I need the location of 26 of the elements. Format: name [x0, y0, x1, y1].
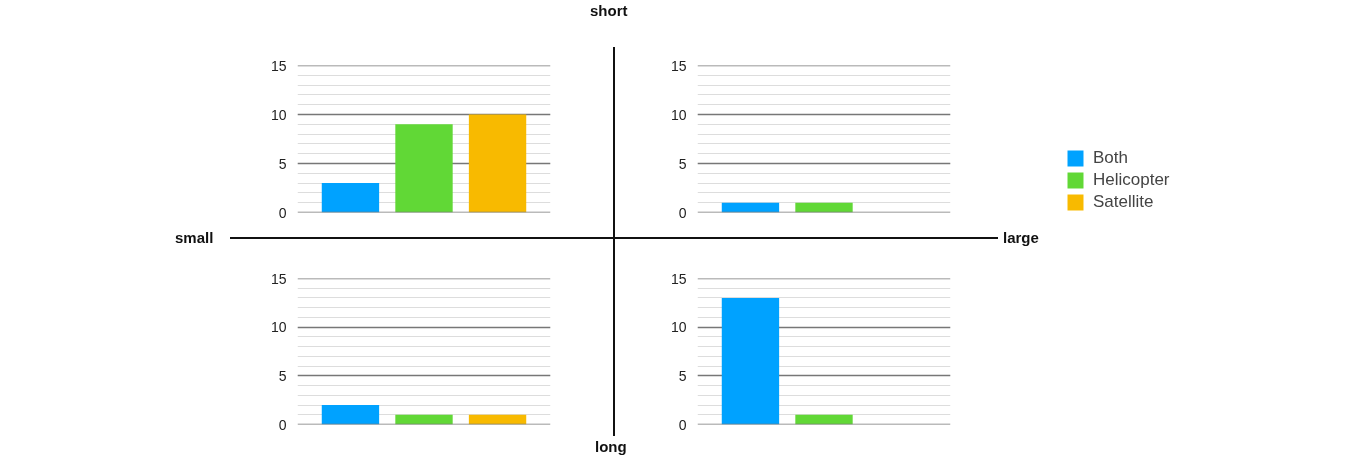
- y-tick-label: 10: [270, 319, 287, 336]
- y-tick-label: 10: [670, 319, 687, 336]
- y-tick-label: 0: [278, 204, 287, 221]
- y-tick-label: 0: [278, 416, 287, 433]
- legend-label: Both: [1093, 148, 1128, 168]
- bar: [468, 114, 527, 213]
- y-tick-label: 15: [670, 270, 687, 287]
- text: short: [590, 1, 628, 21]
- y-tick-label: 5: [278, 367, 287, 384]
- text: large: [1003, 228, 1039, 248]
- y-tick-label: 0: [678, 416, 687, 433]
- y-tick-label: 15: [270, 270, 287, 287]
- y-tick-label: 0: [678, 204, 687, 221]
- y-tick-label: 5: [678, 155, 687, 172]
- text: long: [595, 437, 627, 457]
- y-tick-label: 5: [678, 367, 687, 384]
- text: small: [175, 228, 214, 248]
- bar: [321, 183, 380, 213]
- y-tick-label: 10: [670, 106, 687, 123]
- bar: [395, 124, 453, 213]
- y-tick-label: 15: [270, 57, 287, 74]
- y-tick-label: 15: [670, 57, 687, 74]
- legend-label: Helicopter: [1093, 170, 1170, 190]
- y-tick-label: 5: [278, 155, 287, 172]
- legend-label: Satellite: [1093, 192, 1154, 212]
- y-tick-label: 10: [270, 106, 287, 123]
